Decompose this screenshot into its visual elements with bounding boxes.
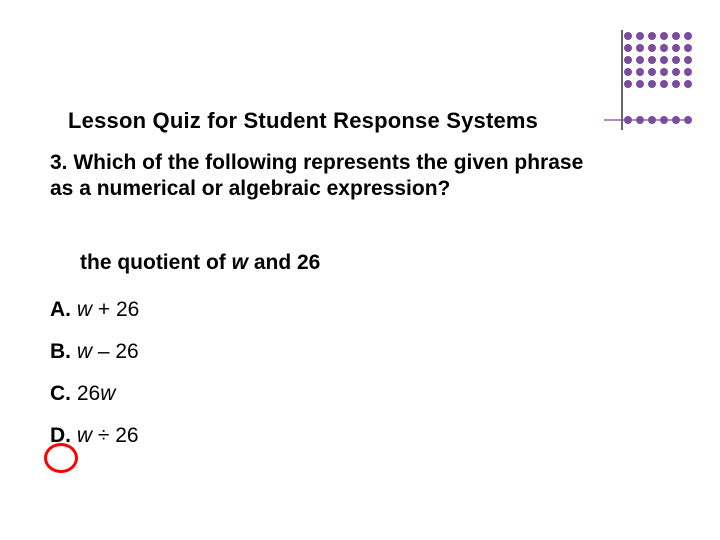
slide-title: Lesson Quiz for Student Response Systems	[68, 108, 538, 134]
phrase-post: and 26	[248, 251, 320, 274]
option-a-label: A.	[50, 298, 71, 321]
option-b-label: B.	[50, 340, 71, 363]
slide: Lesson Quiz for Student Response Systems…	[0, 0, 720, 540]
option-b-expr: w – 26	[77, 340, 139, 363]
phrase-text: the quotient of w and 26	[80, 251, 320, 275]
option-a[interactable]: A. w + 26	[50, 298, 550, 322]
phrase-pre: the quotient of	[80, 251, 232, 274]
phrase-var: w	[232, 251, 248, 274]
option-a-expr: w + 26	[77, 298, 139, 321]
option-c[interactable]: C. 26w	[50, 382, 550, 406]
corner-decoration	[604, 30, 694, 150]
option-d-label: D.	[50, 424, 71, 447]
question-text: 3. Which of the following represents the…	[50, 150, 600, 201]
option-c-label: C.	[50, 382, 71, 405]
option-c-expr: 26w	[77, 382, 116, 405]
option-d[interactable]: D. w ÷ 26	[50, 424, 550, 448]
options-list: A. w + 26 B. w – 26 C. 26w D. w ÷ 26	[50, 298, 550, 466]
option-d-expr: w ÷ 26	[77, 424, 139, 447]
option-b[interactable]: B. w – 26	[50, 340, 550, 364]
